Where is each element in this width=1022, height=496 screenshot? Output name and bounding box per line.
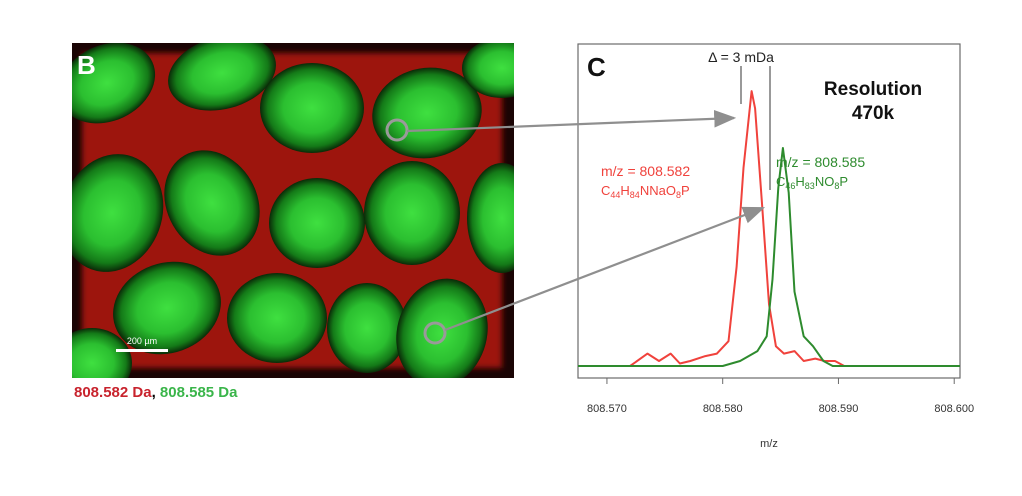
caption-green-mass: 808.585 Da	[159, 384, 238, 401]
red-peak-formula: C44H84NNaO8P	[601, 183, 690, 200]
ms-image: 200 µm	[72, 43, 514, 378]
ms-image-panel: 200 µm	[72, 43, 514, 378]
scale-bar-label: 200 µm	[127, 336, 157, 346]
spectrum-series-1	[578, 147, 960, 367]
green-cells	[72, 43, 514, 378]
x-tick-label: 808.570	[587, 403, 627, 415]
x-tick-label: 808.590	[819, 403, 859, 415]
x-axis: 808.570 808.580 808.590 808.600	[587, 378, 974, 415]
arrow-red-roi-to-peak	[406, 109, 737, 133]
series-layer	[578, 90, 960, 367]
panel-b-letter: B	[77, 50, 96, 80]
panel-c-letter: C	[587, 52, 606, 82]
x-tick-label: 808.600	[934, 403, 974, 415]
scale-bar	[116, 349, 168, 352]
x-axis-label: m/z	[760, 438, 778, 450]
arrow-green-roi-to-peak	[444, 206, 766, 332]
resolution-label: Resolution	[824, 79, 922, 100]
caption-red-mass: 808.582 Da	[74, 384, 152, 401]
spectrum-series-0	[578, 90, 960, 367]
caption-separator: ,	[151, 384, 156, 401]
resolution-value: 470k	[852, 103, 895, 124]
green-peak-mz: m/z = 808.585	[776, 154, 865, 170]
ion-caption: 808.582 Da, 808.585 Da	[74, 384, 238, 401]
x-tick-label: 808.580	[703, 403, 743, 415]
roi-circle-green	[423, 321, 447, 345]
green-peak-formula: C46H83NO8P	[776, 174, 848, 191]
red-peak-mz: m/z = 808.582	[601, 163, 690, 179]
delta-label: Δ = 3 mDa	[708, 49, 774, 65]
